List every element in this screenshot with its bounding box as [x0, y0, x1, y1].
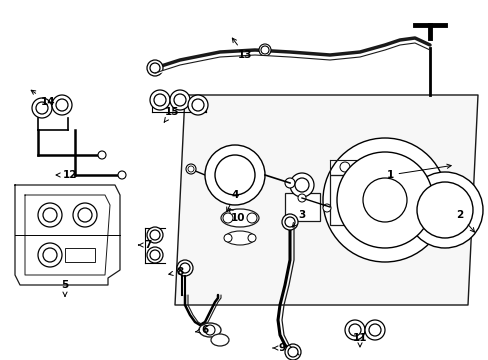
Circle shape [187, 95, 207, 115]
Text: 7: 7 [138, 240, 151, 250]
Circle shape [339, 162, 349, 172]
Circle shape [323, 204, 330, 212]
Circle shape [406, 172, 482, 248]
Circle shape [36, 102, 48, 114]
Text: 8: 8 [168, 267, 183, 277]
Circle shape [180, 263, 190, 273]
Circle shape [118, 171, 126, 179]
Circle shape [177, 260, 193, 276]
Text: 14: 14 [31, 90, 55, 107]
Text: 15: 15 [164, 107, 179, 122]
Bar [329, 175, 387, 225]
Text: 11: 11 [352, 333, 366, 347]
Circle shape [323, 138, 446, 262]
Ellipse shape [224, 231, 254, 245]
Polygon shape [15, 185, 120, 285]
Circle shape [147, 247, 163, 263]
Circle shape [43, 248, 57, 262]
Circle shape [204, 325, 215, 335]
Circle shape [185, 164, 196, 174]
Circle shape [150, 250, 160, 260]
Circle shape [38, 243, 62, 267]
Circle shape [362, 178, 406, 222]
Circle shape [368, 324, 380, 336]
Circle shape [223, 213, 232, 223]
Circle shape [98, 151, 106, 159]
Circle shape [289, 173, 313, 197]
Circle shape [345, 320, 364, 340]
Circle shape [170, 90, 190, 110]
Text: 9: 9 [272, 343, 285, 353]
Circle shape [416, 182, 472, 238]
Circle shape [285, 178, 294, 188]
Circle shape [336, 152, 432, 248]
Circle shape [346, 162, 422, 238]
Text: 12: 12 [56, 170, 77, 180]
Ellipse shape [210, 334, 228, 346]
Circle shape [285, 344, 301, 360]
Circle shape [52, 95, 72, 115]
Circle shape [261, 46, 268, 54]
Ellipse shape [221, 209, 259, 227]
Circle shape [246, 213, 257, 223]
Polygon shape [175, 95, 477, 305]
Circle shape [192, 99, 203, 111]
Circle shape [154, 94, 165, 106]
Circle shape [224, 165, 244, 185]
Circle shape [150, 230, 160, 240]
Circle shape [78, 208, 92, 222]
Circle shape [204, 145, 264, 205]
Circle shape [73, 203, 97, 227]
Circle shape [282, 214, 297, 230]
Circle shape [247, 234, 256, 242]
Circle shape [294, 178, 308, 192]
Bar [65, 248, 95, 262]
Circle shape [38, 203, 62, 227]
Circle shape [56, 99, 68, 111]
Text: 2: 2 [455, 210, 473, 232]
Circle shape [187, 166, 194, 172]
Bar [285, 193, 319, 221]
Text: 5: 5 [61, 280, 68, 296]
Circle shape [259, 44, 270, 56]
Text: 13: 13 [232, 38, 252, 60]
Circle shape [147, 227, 163, 243]
Circle shape [348, 324, 360, 336]
Circle shape [297, 194, 305, 202]
Circle shape [285, 217, 294, 227]
Text: 3: 3 [292, 210, 305, 227]
Circle shape [32, 98, 52, 118]
Text: 4: 4 [226, 190, 238, 212]
Circle shape [287, 347, 297, 357]
Circle shape [174, 94, 185, 106]
Circle shape [224, 234, 231, 242]
Circle shape [147, 60, 163, 76]
Circle shape [150, 90, 170, 110]
Circle shape [43, 208, 57, 222]
Circle shape [364, 320, 384, 340]
Circle shape [215, 155, 254, 195]
Circle shape [369, 162, 379, 172]
Text: 1: 1 [386, 164, 450, 180]
Circle shape [426, 192, 462, 228]
Circle shape [150, 63, 160, 73]
Text: 6: 6 [195, 325, 208, 335]
Ellipse shape [199, 323, 221, 337]
Text: 10: 10 [228, 208, 245, 223]
